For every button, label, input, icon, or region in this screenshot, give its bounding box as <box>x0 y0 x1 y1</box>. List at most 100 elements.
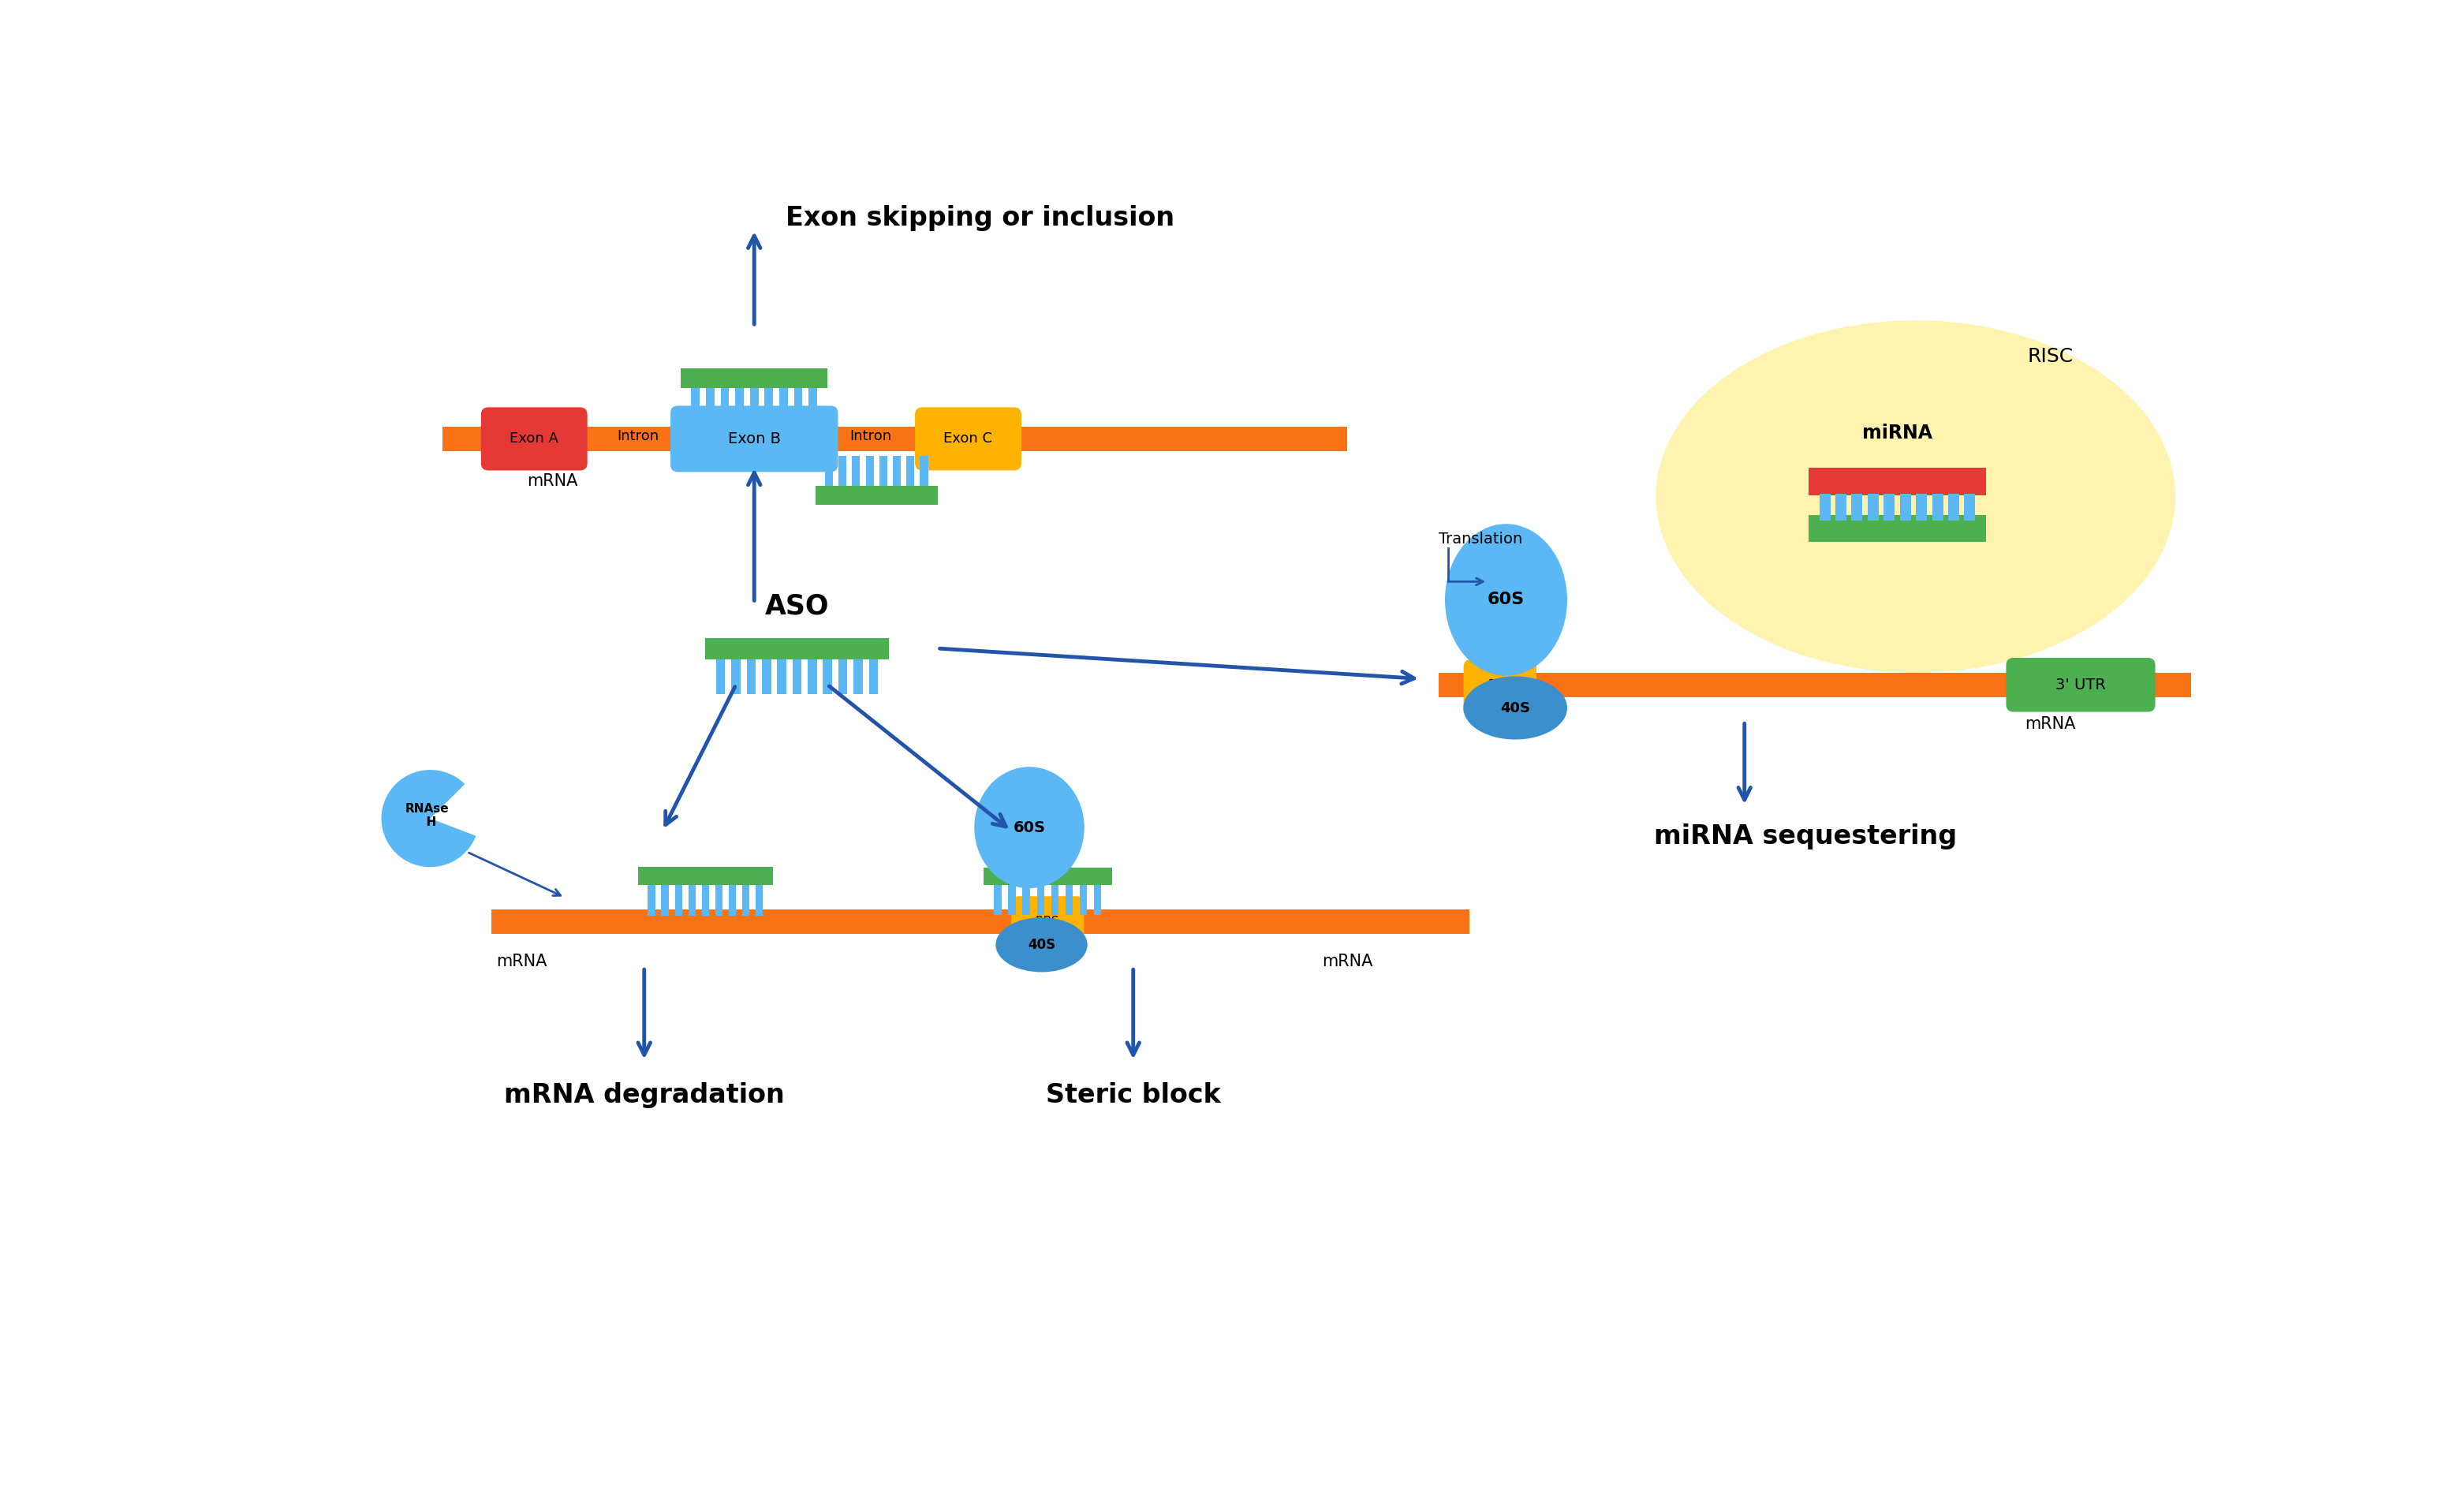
Bar <box>719 388 729 421</box>
Bar <box>993 884 1000 915</box>
Text: mRNA: mRNA <box>1321 954 1372 969</box>
Ellipse shape <box>1464 676 1567 740</box>
Bar <box>1008 884 1015 915</box>
Bar <box>865 456 875 486</box>
Bar <box>825 456 833 486</box>
Bar <box>729 886 737 915</box>
Bar <box>1064 884 1072 915</box>
Bar <box>870 658 877 694</box>
Bar <box>808 388 818 421</box>
Text: Intron: Intron <box>616 429 658 443</box>
Bar <box>919 456 929 486</box>
Bar <box>793 388 803 421</box>
Text: RNAse
  H: RNAse H <box>404 802 448 828</box>
Bar <box>907 456 914 486</box>
Bar <box>816 486 939 504</box>
Bar <box>1850 495 1863 522</box>
Bar <box>749 388 759 421</box>
Bar <box>1818 495 1831 522</box>
Bar <box>1079 884 1087 915</box>
Text: Exon A: Exon A <box>510 432 559 446</box>
Bar <box>680 369 828 388</box>
Text: Exon skipping or inclusion: Exon skipping or inclusion <box>786 205 1175 230</box>
Bar <box>675 886 683 915</box>
Text: Intron: Intron <box>850 429 892 443</box>
Text: RISC: RISC <box>2028 348 2072 367</box>
Text: miRNA sequestering: miRNA sequestering <box>1653 823 1956 850</box>
Bar <box>705 388 715 421</box>
Bar <box>1094 884 1101 915</box>
Text: Translation: Translation <box>1439 532 1523 547</box>
Bar <box>853 658 862 694</box>
Text: mRNA degradation: mRNA degradation <box>505 1082 784 1107</box>
Text: 40S: 40S <box>1501 701 1530 715</box>
Bar <box>892 456 902 486</box>
Bar <box>853 456 860 486</box>
Bar <box>1836 495 1846 522</box>
Text: ASO: ASO <box>764 593 830 620</box>
Bar <box>983 868 1111 884</box>
Bar <box>838 456 848 486</box>
FancyBboxPatch shape <box>670 406 838 473</box>
Bar <box>734 388 744 421</box>
Bar <box>660 886 668 915</box>
Bar <box>1932 495 1944 522</box>
Text: Exon C: Exon C <box>944 432 993 446</box>
Bar <box>756 886 764 915</box>
FancyBboxPatch shape <box>1464 660 1538 710</box>
Bar <box>761 658 771 694</box>
Bar <box>687 886 695 915</box>
Bar <box>1809 514 1986 542</box>
Bar <box>1439 673 2190 697</box>
Bar <box>490 909 949 933</box>
Text: Exon B: Exon B <box>727 431 781 446</box>
Bar <box>880 456 887 486</box>
Wedge shape <box>382 770 476 866</box>
Bar <box>717 658 724 694</box>
Bar <box>732 658 742 694</box>
Bar <box>793 658 801 694</box>
Text: 40S: 40S <box>1027 938 1055 953</box>
Text: Steric block: Steric block <box>1045 1082 1220 1107</box>
Bar <box>1868 495 1878 522</box>
FancyBboxPatch shape <box>2006 658 2156 712</box>
Ellipse shape <box>995 917 1087 972</box>
Bar <box>692 388 700 421</box>
Bar <box>1949 495 1959 522</box>
Text: RBS: RBS <box>1488 679 1513 691</box>
FancyBboxPatch shape <box>1010 896 1084 947</box>
Text: mRNA: mRNA <box>498 954 547 969</box>
Text: RBS: RBS <box>1035 915 1060 927</box>
Text: 60S: 60S <box>1013 820 1045 835</box>
Bar <box>638 866 774 886</box>
Bar <box>648 886 655 915</box>
Bar <box>764 388 774 421</box>
Ellipse shape <box>1656 321 2176 673</box>
Bar <box>715 886 722 915</box>
Text: 60S: 60S <box>1488 591 1525 608</box>
Bar <box>1037 884 1045 915</box>
Bar <box>1917 495 1927 522</box>
Bar <box>1052 884 1060 915</box>
Bar <box>949 909 1469 933</box>
Bar <box>702 886 710 915</box>
Bar <box>742 886 749 915</box>
Bar <box>705 637 890 658</box>
Bar <box>776 658 786 694</box>
Text: miRNA: miRNA <box>1863 424 1932 443</box>
Ellipse shape <box>1444 525 1567 676</box>
Bar <box>1809 468 1986 495</box>
Bar <box>747 658 756 694</box>
Bar <box>1885 495 1895 522</box>
Bar <box>779 388 788 421</box>
Bar <box>808 658 818 694</box>
Text: 3' UTR: 3' UTR <box>2055 678 2107 692</box>
Bar <box>838 658 848 694</box>
Bar <box>1900 495 1912 522</box>
FancyBboxPatch shape <box>480 407 586 471</box>
FancyBboxPatch shape <box>914 407 1023 471</box>
Text: mRNA: mRNA <box>527 474 579 489</box>
Bar <box>1964 495 1976 522</box>
Bar <box>1023 884 1030 915</box>
Text: mRNA: mRNA <box>2025 716 2075 733</box>
